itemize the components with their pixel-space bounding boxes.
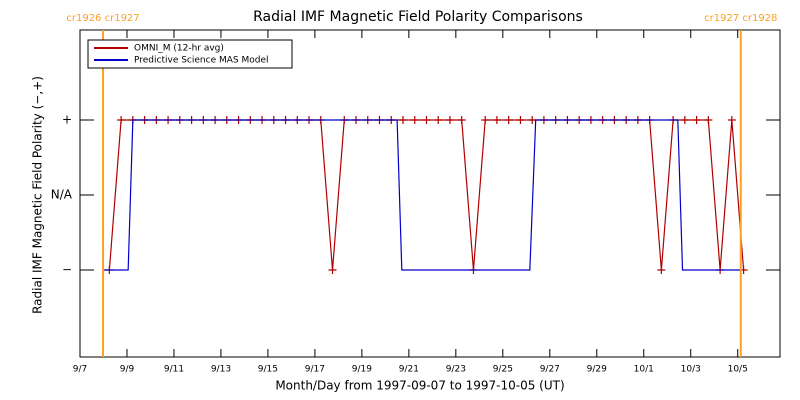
x-tick-label: 10/3	[681, 365, 701, 375]
y-tick-label: −	[62, 263, 72, 277]
point-marker	[516, 116, 525, 124]
x-tick-label: 9/21	[399, 365, 419, 375]
x-tick-label: 10/5	[728, 365, 748, 375]
chart-title: Radial IMF Magnetic Field Polarity Compa…	[253, 9, 583, 25]
x-tick-label: 9/29	[587, 365, 607, 375]
series-line	[103, 119, 741, 271]
point-marker	[704, 116, 713, 124]
point-marker	[492, 116, 501, 124]
x-tick-label: 10/1	[634, 365, 654, 375]
point-marker	[117, 116, 126, 124]
point-marker	[410, 116, 419, 124]
point-marker	[504, 116, 513, 124]
point-marker	[445, 116, 454, 124]
carrington-label: cr1927 cr1928	[704, 13, 777, 24]
y-axis-label: Radial IMF Magnetic Field Polarity (−,+)	[31, 76, 45, 314]
x-tick-label: 9/25	[493, 365, 513, 375]
point-marker	[422, 116, 431, 124]
x-tick-label: 9/17	[305, 365, 325, 375]
x-axis-label: Month/Day from 1997-09-07 to 1997-10-05 …	[275, 379, 564, 393]
x-tick-label: 9/27	[540, 365, 560, 375]
x-tick-label: 9/11	[164, 365, 184, 375]
x-tick-label: 9/15	[258, 365, 278, 375]
y-tick-label: +	[62, 113, 72, 127]
x-tick-label: 9/23	[446, 365, 466, 375]
point-marker	[434, 116, 443, 124]
point-marker	[657, 266, 666, 274]
point-marker	[680, 116, 689, 124]
carrington-label: cr1926 cr1927	[66, 13, 139, 24]
point-marker	[692, 116, 701, 124]
x-tick-label: 9/7	[73, 365, 87, 375]
x-tick-label: 9/13	[211, 365, 231, 375]
point-marker	[398, 116, 407, 124]
point-marker	[727, 116, 736, 124]
point-marker	[528, 116, 537, 124]
y-tick-label: N/A	[51, 188, 73, 202]
legend-label: Predictive Science MAS Model	[134, 56, 269, 66]
point-marker	[328, 266, 337, 274]
point-marker	[457, 116, 466, 124]
legend-box	[87, 39, 293, 69]
legend-label: OMNI_M (12-hr avg)	[134, 44, 224, 54]
plot-frame	[79, 29, 781, 358]
x-tick-label: 9/9	[120, 365, 135, 375]
point-marker	[481, 116, 490, 124]
x-tick-label: 9/19	[352, 365, 372, 375]
